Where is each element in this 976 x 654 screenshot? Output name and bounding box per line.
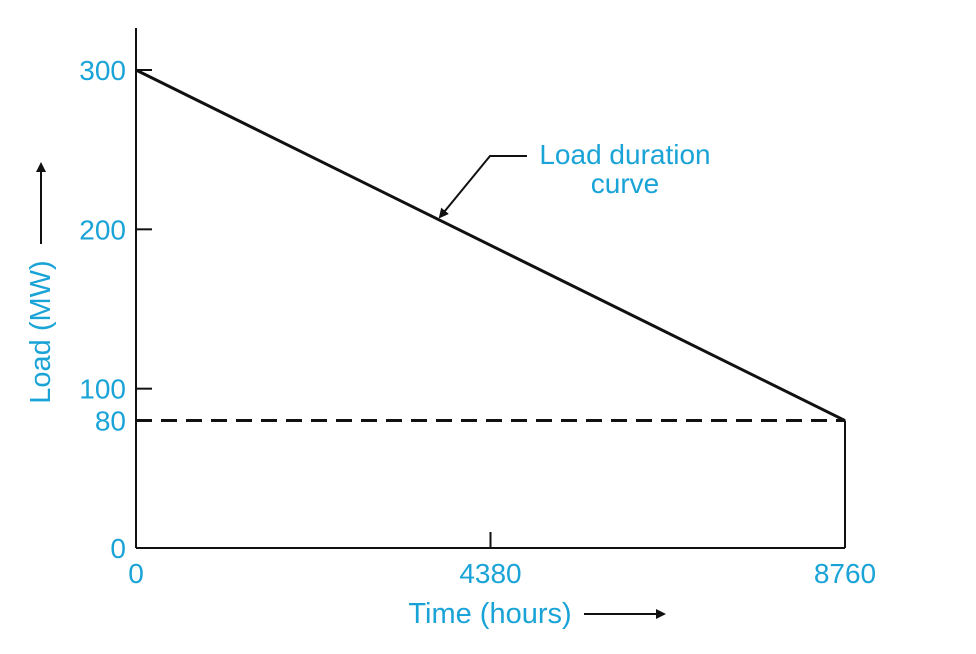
y-tick-label: 100 xyxy=(79,374,126,405)
load-duration-curve-line xyxy=(135,68,846,422)
annotation-pointer-arrow xyxy=(438,155,527,219)
y-tick-label: 0 xyxy=(110,533,126,564)
series-layer xyxy=(135,68,846,422)
x-tick-label: 4380 xyxy=(459,558,521,589)
y-tick-label: 80 xyxy=(95,406,126,437)
x-axis-title-group: Time (hours) xyxy=(408,598,666,630)
annotation-line-1: Load duration xyxy=(539,139,710,170)
y-tick-label: 200 xyxy=(79,214,126,245)
x-ticks: 0 4380 8760 xyxy=(128,532,876,589)
x-axis-title: Time (hours) xyxy=(408,598,571,630)
y-axis-title: Load (MW) xyxy=(25,260,57,403)
annotation-line-2: curve xyxy=(591,168,659,199)
y-axis-title-group: Load (MW) xyxy=(25,162,57,404)
y-tick-label: 300 xyxy=(79,55,126,86)
x-tick-label: 0 xyxy=(128,558,144,589)
curve-annotation: Load duration curve xyxy=(438,139,711,219)
x-tick-label: 8760 xyxy=(814,558,876,589)
